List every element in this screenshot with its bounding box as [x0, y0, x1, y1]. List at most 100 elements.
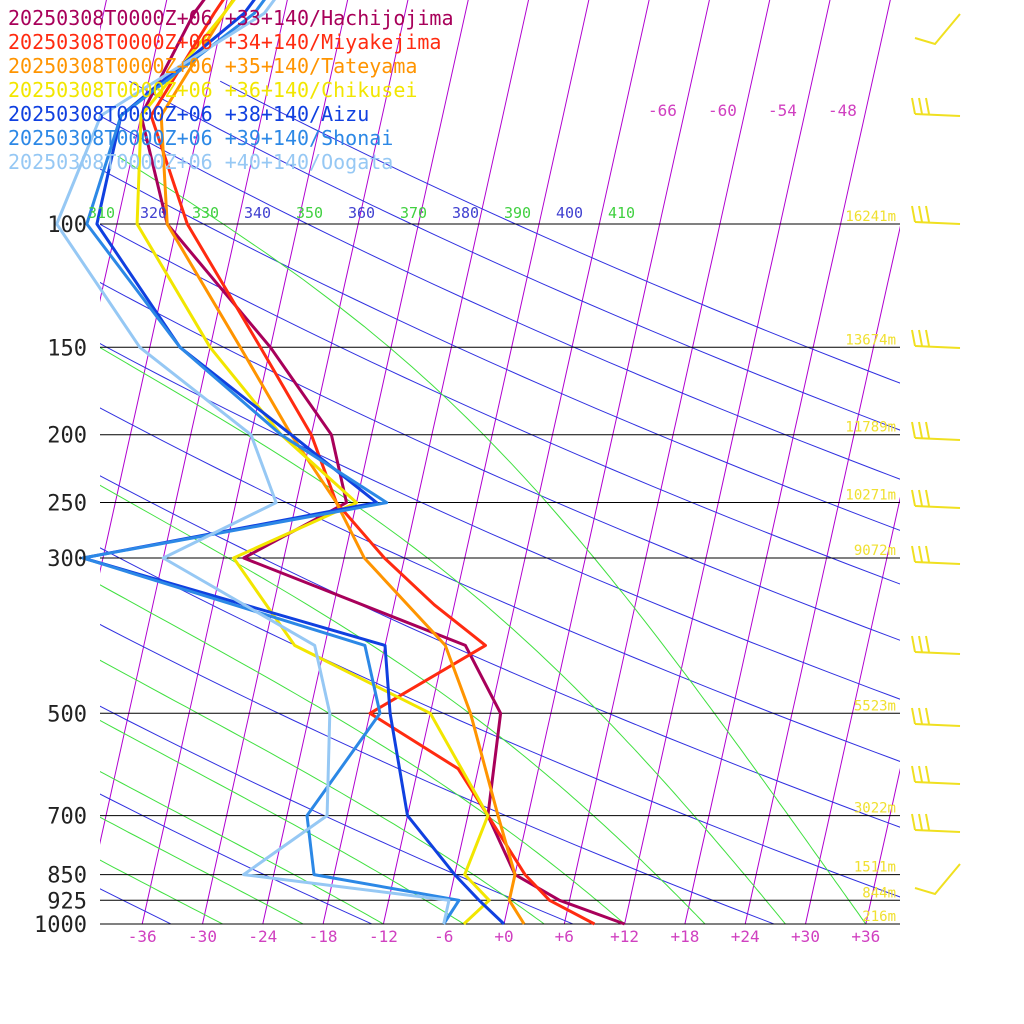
wind-barb-icon	[911, 205, 961, 225]
dry-adiabat-line	[100, 407, 900, 762]
theta-label: 410	[608, 204, 635, 222]
wind-barb-icon	[911, 545, 961, 565]
isotherm-line	[986, 0, 1024, 924]
y-tick-label: 1000	[34, 913, 87, 938]
theta-label: 380	[452, 204, 479, 222]
isotherm-line	[382, 0, 590, 924]
moist-adiabat-line	[100, 770, 384, 924]
isotherm-line	[100, 0, 228, 574]
y-tick-label: 850	[47, 864, 87, 889]
legend-entry: 20250308T0000Z+06 +39+140/Shonai	[8, 126, 394, 150]
isotherm-line	[926, 0, 1024, 924]
isotherm-line	[563, 0, 771, 924]
moist-adiabat-line	[100, 659, 545, 924]
temperature-profiles	[55, 0, 626, 926]
series-line	[159, 0, 526, 925]
dry-adiabat-line	[100, 475, 900, 828]
height-label: 1511m	[854, 860, 896, 876]
wind-barb-icon	[914, 863, 961, 896]
dry-adiabat-line	[100, 623, 776, 924]
y-tick-label: 100	[47, 213, 87, 238]
moist-adiabat-line	[100, 484, 706, 924]
moist-adiabat-line	[100, 719, 465, 924]
y-tick-label: 200	[47, 424, 87, 449]
series-line	[81, 0, 461, 925]
isotherm-line	[865, 767, 900, 924]
isotherm-line	[202, 0, 409, 924]
pressure-level-lines	[100, 223, 900, 925]
wind-barb-icon	[911, 765, 961, 785]
theta-label: 320	[140, 204, 167, 222]
isotherm-line	[624, 0, 831, 924]
legend-entry: 20250308T0000Z+06 +36+140/Chikusei	[8, 78, 418, 102]
moist-adiabat-line	[100, 859, 223, 924]
dry-adiabat-line	[100, 343, 900, 700]
wind-barbs	[911, 13, 961, 896]
x-tick-label: +12	[610, 927, 639, 946]
height-label: 216m	[862, 909, 896, 925]
isotherm-line	[503, 0, 710, 924]
legend: 20250308T0000Z+06 +33+140/Hachijojima 202…	[8, 6, 454, 174]
wind-barb-icon	[914, 13, 961, 46]
theta-label: 370	[400, 204, 427, 222]
legend-entry: 20250308T0000Z+06 +35+140/Tateyama	[8, 54, 418, 78]
isotherm-line	[684, 0, 891, 924]
isotherm-line	[141, 0, 349, 924]
legend-entry: 20250308T0000Z+06 +34+140/Miyakejima	[8, 30, 442, 54]
wind-barb-icon	[911, 329, 961, 349]
moist-adiabat-line	[100, 816, 304, 924]
dry-adiabat-line	[100, 223, 900, 585]
height-label: 9072m	[854, 543, 896, 559]
wind-barb-icon	[911, 707, 961, 727]
height-label: 3022m	[854, 801, 896, 817]
x-tick-label: +36	[851, 927, 880, 946]
height-label: 5523m	[854, 698, 896, 714]
dry-adiabat-line	[100, 547, 900, 898]
isotherm-line	[322, 0, 530, 924]
height-label: 13674m	[845, 332, 896, 348]
isotherm-label: -60	[708, 101, 737, 120]
y-tick-label: 925	[47, 889, 87, 914]
x-tick-label: +18	[670, 927, 699, 946]
wind-barb-icon	[911, 421, 961, 441]
x-tick-label: +24	[731, 927, 760, 946]
x-tick-label: -36	[128, 927, 157, 946]
dry-adiabat-line	[100, 281, 900, 641]
x-tick-label: +6	[555, 927, 574, 946]
moist-adiabat-line	[100, 584, 625, 924]
wind-barb-icon	[911, 635, 961, 655]
x-tick-label: -12	[369, 927, 398, 946]
theta-label: 400	[556, 204, 583, 222]
dry-adiabat-line	[100, 793, 374, 924]
theta-label: 390	[504, 204, 531, 222]
theta-label: 330	[192, 204, 219, 222]
y-tick-label: 250	[47, 492, 87, 517]
moist-adiabat-line	[117, 155, 867, 924]
x-tick-label: -6	[434, 927, 453, 946]
x-tick-label: -30	[188, 927, 217, 946]
dry-adiabat-line	[100, 705, 575, 924]
x-tick-label: -24	[248, 927, 277, 946]
y-tick-label: 150	[47, 336, 87, 361]
theta-label: 350	[296, 204, 323, 222]
series-line	[55, 0, 451, 925]
isotherm-line	[443, 0, 650, 924]
isotherm-line	[744, 225, 900, 924]
legend-entry: 20250308T0000Z+06 +33+140/Hachijojima	[8, 6, 454, 30]
theta-label: 360	[348, 204, 375, 222]
isotherm-label: -66	[648, 101, 677, 120]
isotherm-line	[805, 496, 900, 924]
theta-label: 310	[88, 204, 115, 222]
y-tick-label: 700	[47, 805, 87, 830]
height-label: 11789m	[845, 420, 896, 436]
isotherm-grid	[100, 0, 1024, 924]
isotherm-line	[100, 0, 288, 845]
wind-barb-icon	[911, 813, 961, 833]
wind-barb-icon	[911, 489, 961, 509]
height-label: 10271m	[845, 488, 896, 504]
theta-label: 340	[244, 204, 271, 222]
isotherm-label: -54	[768, 101, 797, 120]
legend-entry: 20250308T0000Z+06 +38+140/Aizu	[8, 102, 370, 126]
series-line	[135, 0, 491, 926]
